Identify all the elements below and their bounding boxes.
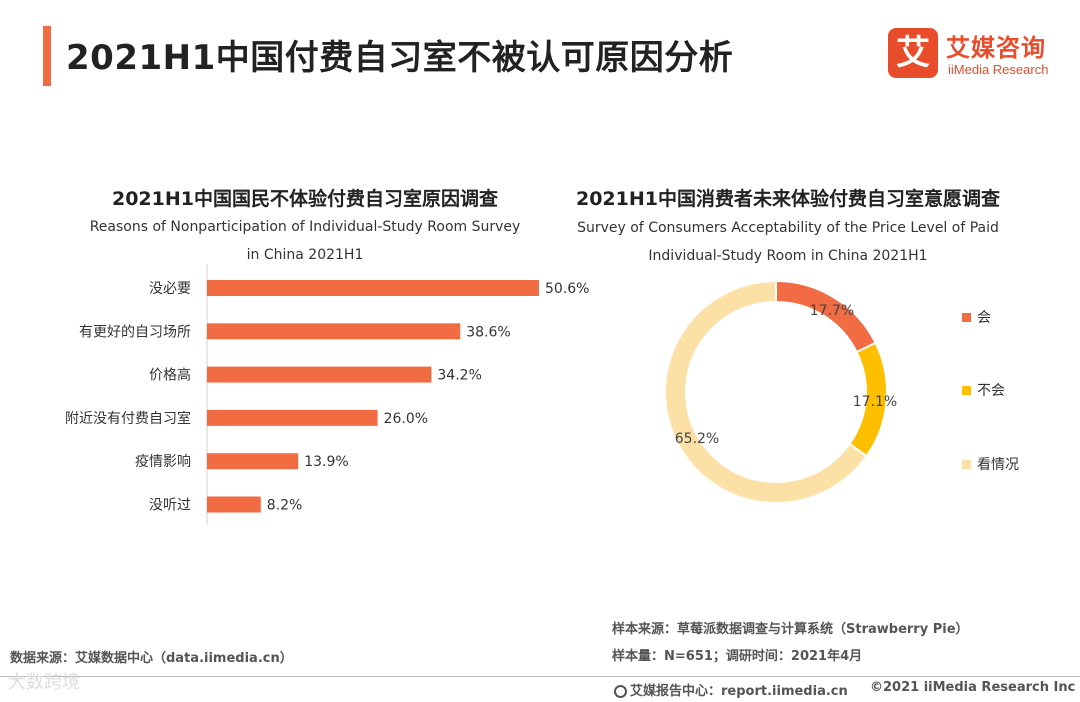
title-accent-bar	[43, 26, 51, 86]
legend-swatch	[962, 460, 971, 469]
bar-category-label: 没必要	[149, 281, 191, 297]
legend-label: 看情况	[977, 457, 1019, 473]
footer-divider	[0, 676, 1080, 677]
legend-swatch	[962, 313, 971, 322]
bar-chart-subtitle-line2: in China 2021H1	[246, 247, 364, 263]
bar-value-label: 26.0%	[384, 411, 428, 427]
donut-value-label: 17.1%	[853, 394, 897, 410]
logo-cn-text: 艾媒咨询	[946, 34, 1046, 62]
bar	[207, 323, 461, 340]
data-source: 数据来源：艾媒数据中心（data.iimedia.cn）	[10, 651, 293, 666]
copyright: ©2021 iiMedia Research Inc	[870, 680, 1076, 695]
bar-value-label: 13.9%	[304, 454, 348, 470]
bar-category-label: 价格高	[149, 367, 191, 384]
bar-category-label: 没听过	[149, 498, 191, 514]
sample-source: 样本来源：草莓派数据调查与计算系统（Strawberry Pie）	[612, 622, 969, 637]
donut-slice	[664, 279, 869, 504]
watermark: 大数跨境	[8, 672, 80, 693]
bar-chart-subtitle: Reasons of Nonparticipation of Individua…	[60, 213, 550, 269]
bar-chart-subtitle-line1: Reasons of Nonparticipation of Individua…	[89, 219, 521, 235]
donut-chart-title: 2021H1中国消费者未来体验付费自习室意愿调查	[575, 188, 1000, 210]
donut-chart-subtitle-line2: Individual-Study Room in China 2021H1	[648, 248, 928, 264]
legend-label: 不会	[977, 383, 1005, 399]
donut-chart-subtitle: Survey of Consumers Acceptability of the…	[548, 214, 1028, 270]
report-center-link[interactable]: 艾媒报告中心：report.iimedia.cn	[630, 684, 848, 699]
logo-en-text: iiMedia Research	[948, 62, 1049, 77]
bar	[207, 366, 432, 383]
bar	[207, 453, 299, 470]
legend-label: 会	[977, 310, 991, 326]
bar-category-label: 疫情影响	[135, 454, 191, 470]
logo-mark-icon: 艾	[888, 28, 938, 78]
globe-icon	[614, 685, 627, 698]
bar-value-label: 34.2%	[437, 368, 481, 384]
bar	[207, 496, 261, 513]
donut-value-label: 17.7%	[810, 303, 854, 319]
bar-value-label: 50.6%	[545, 281, 589, 297]
bar-category-label: 附近没有付费自习室	[65, 410, 191, 427]
sample-size: 样本量：N=651；调研时间：2021年4月	[612, 649, 863, 664]
bar	[207, 280, 539, 296]
iimedia-logo: 艾 艾媒咨询 iiMedia Research	[888, 28, 1068, 84]
page-title: 2021H1中国付费自习室不被认可原因分析	[66, 38, 734, 78]
bar-category-label: 有更好的自习场所	[79, 324, 191, 340]
donut-value-label: 65.2%	[675, 431, 719, 447]
legend-swatch	[962, 386, 971, 395]
bar-chart-title: 2021H1中国国民不体验付费自习室原因调查	[111, 188, 498, 210]
report-center: 艾媒报告中心：report.iimedia.cn	[614, 680, 848, 699]
bar-value-label: 8.2%	[267, 498, 303, 514]
donut-chart-subtitle-line1: Survey of Consumers Acceptability of the…	[577, 220, 999, 236]
bar	[207, 409, 378, 426]
bar-value-label: 38.6%	[466, 324, 510, 340]
bar-chart: 没必要 50.6% 有更好的自习场所 38.6% 价格高 34.2% 附近没有付费自习室 26…	[65, 264, 589, 524]
